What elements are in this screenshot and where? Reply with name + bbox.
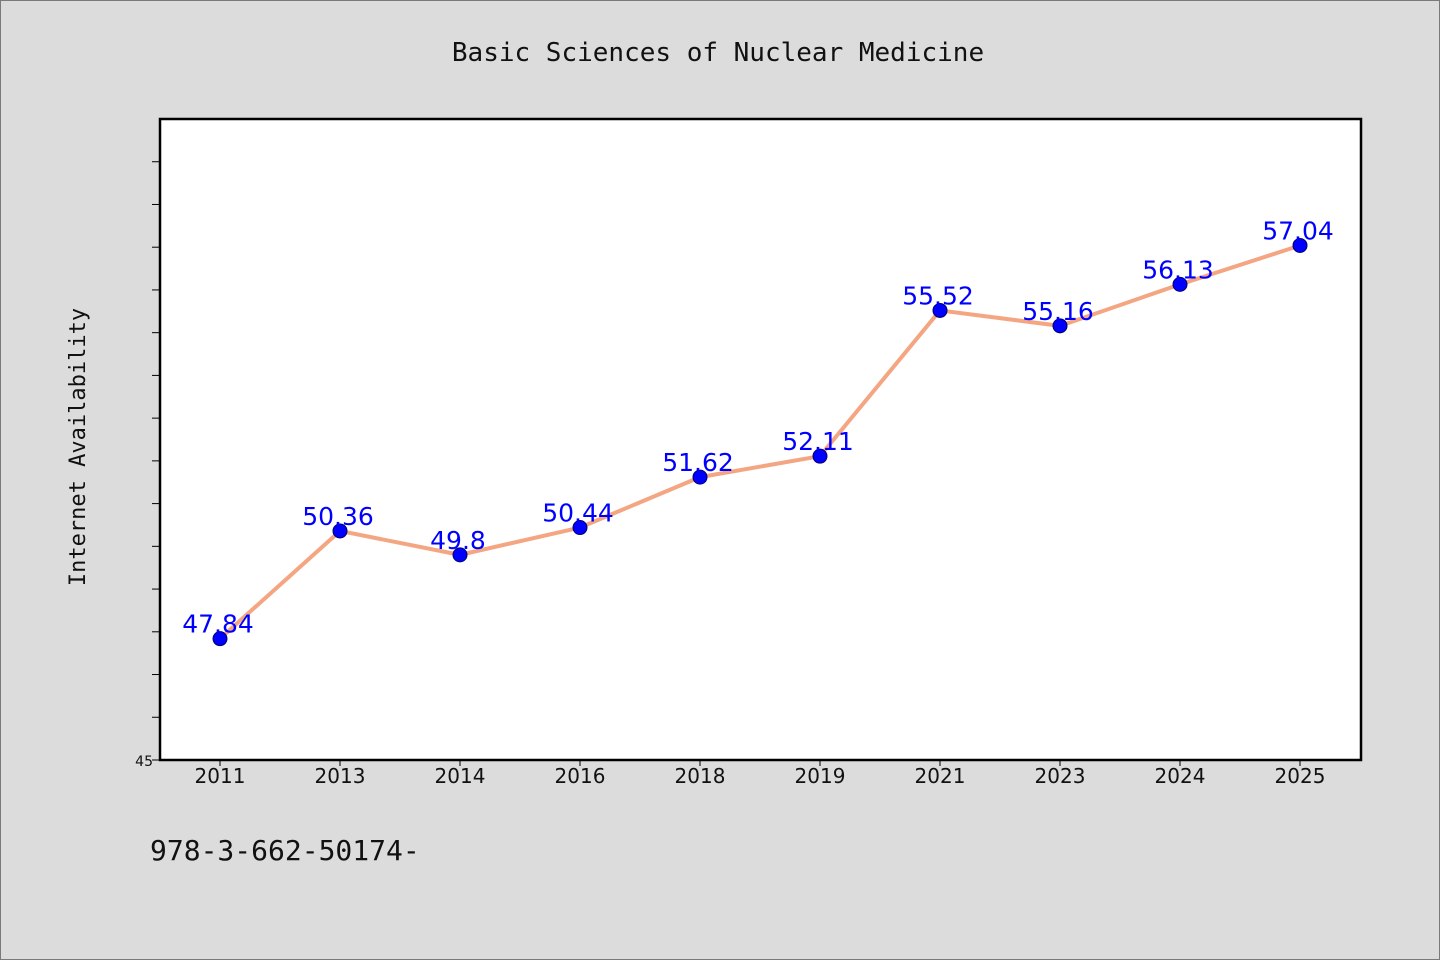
x-tick-label: 2023: [1035, 764, 1086, 788]
x-tick-label: 2024: [1155, 764, 1206, 788]
x-tick-label: 2014: [435, 764, 486, 788]
data-point: [812, 448, 828, 464]
y-tick-label: 45: [135, 754, 153, 770]
data-point: [932, 302, 948, 318]
x-tick-label: 2016: [555, 764, 606, 788]
chart-title: Basic Sciences of Nuclear Medicine: [452, 38, 984, 68]
data-point: [692, 469, 708, 485]
data-label: 50.36: [302, 502, 374, 531]
data-label: 56.13: [1142, 255, 1214, 284]
data-point: [1052, 318, 1068, 334]
data-labels: 47.84 50.36 49.8 50.44 51.62 52.11 55.52 55.16 5…: [182, 216, 1334, 638]
data-point: [452, 547, 468, 563]
data-label: 47.84: [182, 610, 254, 639]
x-tick-label: 2013: [315, 764, 366, 788]
data-markers: [212, 237, 1308, 647]
data-label: 51.62: [662, 448, 734, 477]
data-label: 52.11: [782, 427, 854, 456]
data-label: 49.8: [430, 526, 486, 555]
y-axis-label: Internet Availability: [66, 308, 91, 586]
series-line: [218, 243, 1301, 641]
data-point: [1292, 237, 1308, 253]
plot-area: [158, 117, 1363, 762]
data-label: 55.16: [1022, 297, 1094, 326]
x-tick-label: 2021: [915, 764, 966, 788]
x-tick-label: 2018: [675, 764, 726, 788]
data-point: [332, 523, 348, 539]
x-tick-label: 2011: [195, 764, 246, 788]
y-axis-ticks: 45: [135, 161, 160, 770]
data-point: [572, 520, 588, 536]
x-axis-ticks: 2011 2013 2014 2016 2018 2019 2021 2023 2024 2025: [195, 760, 1326, 788]
data-label: 57.04: [1262, 216, 1334, 245]
footer-caption: 978-3-662-50174-: [150, 834, 420, 867]
data-label: 55.52: [902, 281, 974, 310]
x-tick-label: 2025: [1275, 764, 1326, 788]
x-tick-label: 2019: [795, 764, 846, 788]
data-point: [212, 631, 228, 647]
data-label: 50.44: [542, 499, 614, 528]
data-point: [1172, 276, 1188, 292]
